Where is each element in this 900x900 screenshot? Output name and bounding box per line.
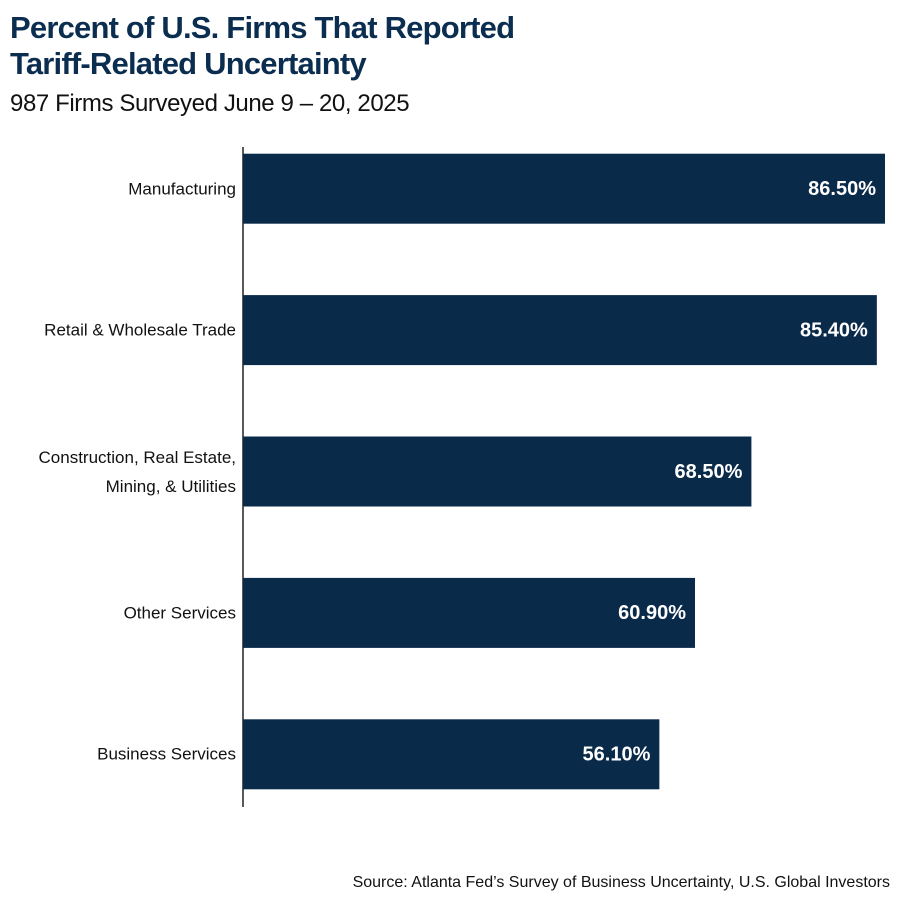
- chart-title: Percent of U.S. Firms That Reported Tari…: [10, 10, 515, 81]
- value-label: 68.50%: [675, 461, 743, 483]
- source-note: Source: Atlanta Fed’s Survey of Business…: [352, 874, 890, 891]
- category-label: Retail & Wholesale Trade: [44, 320, 236, 340]
- bar: [243, 153, 885, 224]
- value-label: 85.40%: [800, 319, 868, 341]
- bar: [243, 719, 660, 790]
- value-label: 60.90%: [618, 602, 686, 624]
- value-label: 86.50%: [808, 178, 876, 200]
- category-label: Manufacturing: [128, 179, 236, 199]
- category-label: Business Services: [97, 744, 236, 764]
- category-label: Other Services: [123, 603, 236, 623]
- chart-subtitle: 987 Firms Surveyed June 9 – 20, 2025: [10, 90, 410, 117]
- value-label: 56.10%: [583, 744, 651, 766]
- bar: [243, 295, 877, 366]
- bar: [243, 577, 695, 648]
- category-label: Construction, Real Estate, Mining, & Uti…: [38, 447, 236, 496]
- bar: [243, 436, 752, 507]
